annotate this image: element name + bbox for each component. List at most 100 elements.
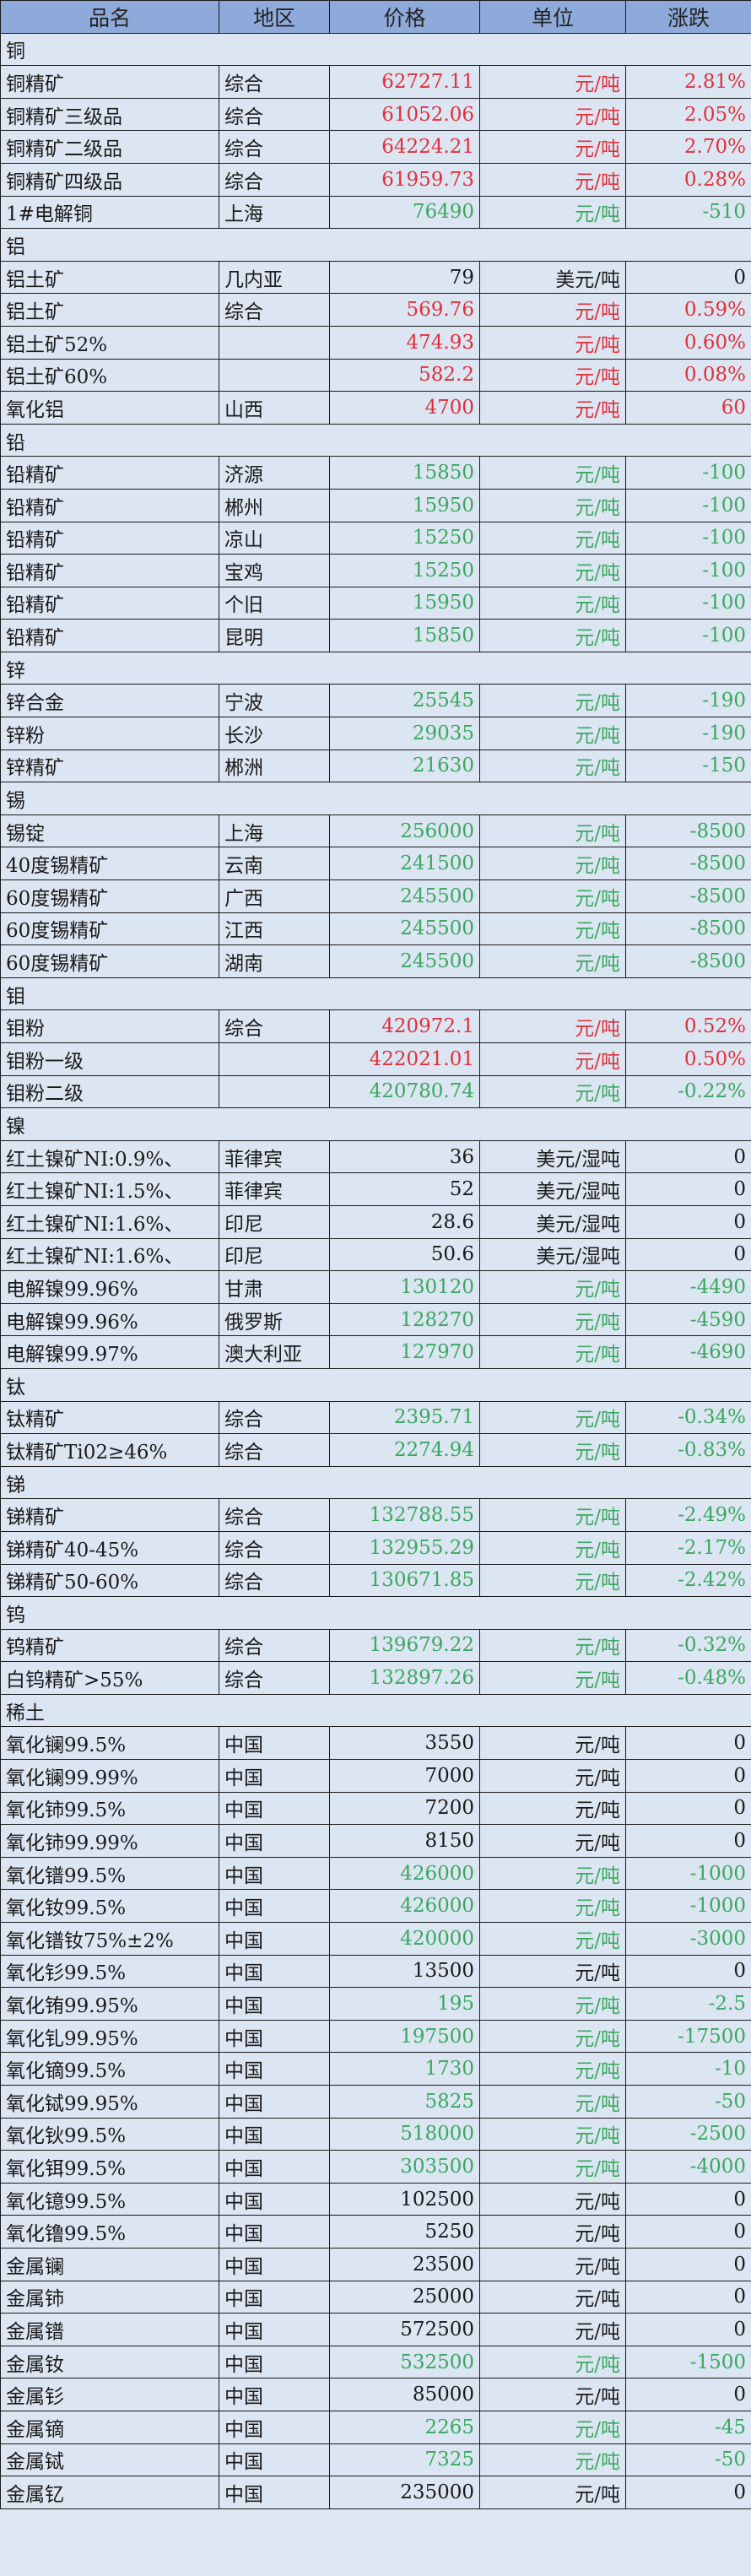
cell-name: 铅精矿 bbox=[0, 619, 219, 652]
table-row: 金属钐 中国 85000 元/吨 0 bbox=[0, 2378, 751, 2411]
category-row: 稀土 bbox=[0, 1693, 751, 1728]
cell-price: 15250 bbox=[329, 554, 480, 587]
cell-unit: 元/吨 bbox=[479, 65, 626, 99]
cell-price: 420972.1 bbox=[329, 1009, 480, 1043]
cell-price: 64224.21 bbox=[329, 130, 480, 164]
cell-region: 中国 bbox=[219, 1954, 330, 1989]
table-row: 锑精矿40-45% 综合 132955.29 元/吨 -2.17% bbox=[0, 1530, 751, 1565]
table-row: 氧化铕99.95% 中国 195 元/吨 -2.5 bbox=[0, 1987, 751, 2021]
cell-change: 0 bbox=[625, 1759, 751, 1793]
cell-region: 综合 bbox=[219, 1009, 330, 1043]
cell-change: 0 bbox=[625, 1204, 751, 1239]
cell-unit: 元/吨 bbox=[479, 1661, 626, 1695]
cell-change: -510 bbox=[625, 195, 751, 230]
cell-unit: 美元/湿吨 bbox=[479, 1172, 626, 1206]
category-title: 钼 bbox=[0, 977, 751, 1011]
cell-name: 金属钕 bbox=[0, 2345, 219, 2379]
cell-name: 铜精矿四级品 bbox=[0, 162, 219, 197]
cell-name: 60度锡精矿 bbox=[0, 944, 219, 978]
cell-change: -50 bbox=[625, 2085, 751, 2119]
cell-unit: 元/吨 bbox=[479, 1987, 626, 2021]
category-title: 锑 bbox=[0, 1465, 751, 1500]
table-row: 电解镍99.96% 甘肃 130120 元/吨 -4490 bbox=[0, 1270, 751, 1304]
cell-price: 241500 bbox=[329, 847, 480, 881]
cell-unit: 元/吨 bbox=[479, 2085, 626, 2119]
cell-unit: 元/吨 bbox=[479, 391, 626, 425]
category-title: 钨 bbox=[0, 1596, 751, 1630]
cell-change: 0 bbox=[625, 2313, 751, 2346]
cell-change: -100 bbox=[625, 586, 751, 620]
cell-region: 中国 bbox=[219, 1759, 330, 1793]
cell-unit: 元/吨 bbox=[479, 2247, 626, 2281]
cell-name: 锡锭 bbox=[0, 814, 219, 848]
table-row: 金属镧 中国 23500 元/吨 0 bbox=[0, 2247, 751, 2281]
header-price: 价格 bbox=[329, 0, 480, 34]
cell-price: 474.93 bbox=[329, 325, 480, 360]
cell-unit: 元/吨 bbox=[479, 1530, 626, 1565]
cell-unit: 元/吨 bbox=[479, 130, 626, 164]
table-row: 氧化镝99.5% 中国 1730 元/吨 -10 bbox=[0, 2052, 751, 2086]
table-row: 铜精矿二级品 综合 64224.21 元/吨 2.70% bbox=[0, 130, 751, 164]
cell-price: 7325 bbox=[329, 2443, 480, 2477]
cell-price: 582.2 bbox=[329, 358, 480, 392]
cell-change: -2.49% bbox=[625, 1498, 751, 1532]
cell-region: 中国 bbox=[219, 2313, 330, 2346]
cell-region: 综合 bbox=[219, 162, 330, 197]
cell-region: 山西 bbox=[219, 391, 330, 425]
cell-change: -190 bbox=[625, 717, 751, 750]
cell-unit: 元/吨 bbox=[479, 521, 626, 555]
category-title: 铜 bbox=[0, 32, 751, 67]
cell-change: 0 bbox=[625, 1954, 751, 1989]
category-row: 锑 bbox=[0, 1465, 751, 1500]
cell-region: 中国 bbox=[219, 2476, 330, 2509]
cell-region: 凉山 bbox=[219, 521, 330, 555]
cell-change: -8500 bbox=[625, 912, 751, 946]
cell-price: 195 bbox=[329, 1987, 480, 2021]
cell-name: 铅精矿 bbox=[0, 521, 219, 555]
cell-unit: 元/吨 bbox=[479, 2019, 626, 2054]
table-row: 白钨精矿>55% 综合 132897.26 元/吨 -0.48% bbox=[0, 1661, 751, 1695]
cell-name: 锑精矿40-45% bbox=[0, 1530, 219, 1565]
cell-change: -8500 bbox=[625, 944, 751, 978]
cell-region bbox=[219, 325, 330, 360]
cell-region: 中国 bbox=[219, 1856, 330, 1891]
cell-unit: 元/吨 bbox=[479, 2313, 626, 2346]
table-row: 铅精矿 郴州 15950 元/吨 -100 bbox=[0, 488, 751, 522]
cell-region: 郴州 bbox=[219, 488, 330, 522]
cell-price: 61052.06 bbox=[329, 97, 480, 132]
cell-name: 电解镍99.97% bbox=[0, 1335, 219, 1369]
cell-region: 综合 bbox=[219, 97, 330, 132]
cell-change: 2.05% bbox=[625, 97, 751, 132]
cell-price: 50.6 bbox=[329, 1237, 480, 1272]
cell-change: -2.42% bbox=[625, 1563, 751, 1598]
cell-change: 60 bbox=[625, 391, 751, 425]
table-row: 铅精矿 凉山 15250 元/吨 -100 bbox=[0, 521, 751, 555]
cell-change: -8500 bbox=[625, 814, 751, 848]
cell-price: 4700 bbox=[329, 391, 480, 425]
table-row: 氧化铒99.5% 中国 303500 元/吨 -4000 bbox=[0, 2150, 751, 2184]
cell-name: 红土镍矿NI:1.6%、 bbox=[0, 1237, 219, 1272]
category-title: 钛 bbox=[0, 1367, 751, 1402]
cell-region: 菲律宾 bbox=[219, 1139, 330, 1174]
cell-unit: 元/吨 bbox=[479, 1563, 626, 1598]
cell-name: 氧化镧99.99% bbox=[0, 1759, 219, 1793]
cell-unit: 元/吨 bbox=[479, 1628, 626, 1663]
table-row: 电解镍99.96% 俄罗斯 128270 元/吨 -4590 bbox=[0, 1302, 751, 1337]
cell-region: 中国 bbox=[219, 2052, 330, 2086]
cell-name: 电解镍99.96% bbox=[0, 1270, 219, 1304]
cell-name: 钨精矿 bbox=[0, 1628, 219, 1663]
cell-change: 0.08% bbox=[625, 358, 751, 392]
table-row: 铝土矿52% 474.93 元/吨 0.60% bbox=[0, 325, 751, 360]
cell-name: 氧化镨99.5% bbox=[0, 1856, 219, 1891]
cell-unit: 元/吨 bbox=[479, 488, 626, 522]
cell-region: 俄罗斯 bbox=[219, 1302, 330, 1337]
cell-region: 中国 bbox=[219, 2215, 330, 2249]
cell-change: 0 bbox=[625, 2280, 751, 2314]
cell-name: 铝土矿52% bbox=[0, 325, 219, 360]
cell-unit: 元/吨 bbox=[479, 456, 626, 490]
cell-unit: 元/吨 bbox=[479, 2378, 626, 2411]
cell-name: 氧化镝99.5% bbox=[0, 2052, 219, 2086]
cell-price: 23500 bbox=[329, 2247, 480, 2281]
cell-price: 245500 bbox=[329, 944, 480, 978]
cell-change: -100 bbox=[625, 521, 751, 555]
